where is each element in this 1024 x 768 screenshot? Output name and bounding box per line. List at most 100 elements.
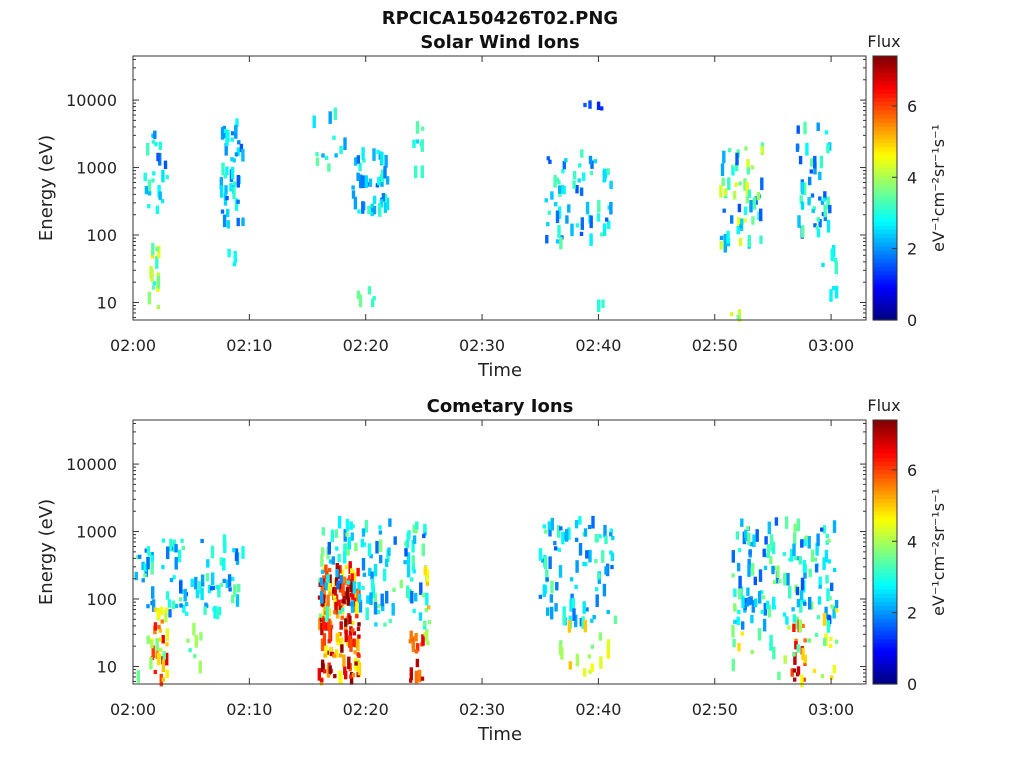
spectrogram-cell: [322, 633, 327, 646]
colorbar-swatch: [873, 432, 897, 438]
spectrogram-cell: [821, 212, 826, 217]
spectrogram-cell: [149, 656, 153, 670]
spectrogram-cells: [143, 100, 839, 322]
spectrogram-cell: [738, 575, 742, 589]
spectrogram-cell: [791, 607, 795, 612]
spectrogram-cell: [349, 602, 354, 607]
spectrogram-cell: [327, 567, 332, 573]
spectrogram-cell: [179, 580, 183, 594]
spectrogram-cell: [832, 664, 836, 674]
spectrogram-cell: [164, 609, 168, 623]
spectrogram-cell: [143, 563, 147, 572]
colorbar-swatch: [873, 80, 897, 86]
colorbar-swatch: [873, 469, 897, 475]
spectrogram-cell: [425, 592, 429, 606]
spectrogram-cell: [221, 162, 225, 176]
spectrogram-cell: [186, 638, 190, 643]
spectrogram-cell: [219, 582, 224, 588]
spectrogram-cell: [165, 607, 169, 612]
spectrogram-cell: [143, 172, 147, 182]
spectrogram-cell: [823, 204, 827, 218]
spectrogram-cell: [339, 580, 343, 590]
spectrogram-cell: [147, 179, 152, 193]
spectrogram-cell: [760, 146, 764, 155]
spectrogram-cell: [760, 177, 764, 191]
spectrogram-cell: [611, 536, 615, 541]
spectrogram-cell: [719, 235, 724, 240]
spectrogram-cell: [414, 649, 419, 654]
spectrogram-cell: [410, 590, 414, 604]
spectrogram-cell: [404, 548, 408, 557]
spectrogram-cell: [327, 541, 331, 555]
spectrogram-cell: [733, 191, 737, 200]
spectrogram-cell: [424, 607, 428, 612]
spectrogram-cell: [427, 620, 432, 625]
spectrogram-cell: [743, 601, 747, 610]
spectrogram-cell: [722, 150, 726, 164]
spectrogram-cell: [328, 665, 332, 674]
spectrogram-cell: [353, 157, 358, 166]
spectrogram-cell: [168, 609, 172, 618]
colorbar-swatch: [873, 216, 897, 222]
spectrogram-cell: [234, 198, 239, 211]
spectrogram-cell: [550, 191, 554, 200]
spectrogram-cell: [554, 546, 558, 551]
spectrogram-cell: [344, 670, 348, 680]
spectrogram-cell: [745, 182, 749, 195]
spectrogram-cell: [156, 276, 161, 289]
spectrogram-cell: [574, 537, 579, 542]
spectrogram-cell: [796, 666, 801, 675]
colorbar-swatch: [873, 278, 897, 284]
spectrogram-cell: [590, 663, 594, 672]
colorbar-swatch: [873, 552, 897, 557]
spectrogram-cell: [367, 286, 372, 295]
spectrogram-cell: [369, 592, 373, 605]
spectrogram-cell: [822, 557, 826, 570]
spectrogram-cell: [767, 521, 771, 535]
colorbar-label: eV⁻¹cm⁻²sr⁻¹s⁻¹: [929, 488, 948, 616]
spectrogram-cell: [830, 604, 834, 609]
spectrogram-cell: [382, 568, 387, 582]
spectrogram-cell: [146, 635, 150, 644]
spectrogram-cell: [350, 532, 354, 541]
spectrogram-cell: [180, 538, 184, 543]
spectrogram-cell: [333, 610, 337, 615]
spectrogram-cell: [833, 258, 838, 263]
spectrogram-cell: [169, 578, 174, 583]
spectrogram-cell: [578, 163, 582, 168]
colorbar-swatch: [873, 428, 897, 433]
spectrogram-cell: [751, 600, 755, 613]
y-tick-label: 10000: [66, 91, 117, 110]
spectrogram-cell: [577, 178, 581, 183]
colorbar-tick-label: 4: [907, 168, 917, 187]
spectrogram-cell: [179, 603, 183, 608]
spectrogram-cell: [816, 122, 820, 131]
spectrogram-cell: [146, 604, 150, 609]
spectrogram-cell: [812, 206, 816, 211]
spectrogram-cell: [147, 204, 151, 209]
x-tick-label: 02:40: [575, 336, 621, 355]
spectrogram-cell: [321, 153, 325, 158]
x-tick-label: 02:50: [692, 336, 738, 355]
spectrogram-cell: [339, 575, 343, 584]
spectrogram-cell: [555, 210, 560, 224]
colorbar-swatch: [873, 303, 897, 309]
y-tick-label: 10: [97, 293, 117, 312]
colorbar-swatch: [873, 519, 897, 524]
spectrogram-cell: [323, 602, 327, 612]
spectrogram-cell: [411, 540, 415, 553]
spectrogram-cell: [607, 220, 611, 229]
spectrogram-cell: [384, 558, 389, 568]
spectrogram-cell: [825, 575, 829, 584]
spectrogram-cell: [545, 569, 549, 583]
spectrogram-cell: [834, 639, 839, 644]
spectrogram-cell: [604, 566, 608, 575]
spectrogram-cell: [368, 178, 373, 187]
spectrogram-cell: [364, 520, 369, 533]
spectrogram-cell: [580, 149, 584, 158]
colorbar-swatch: [873, 580, 897, 586]
colorbar-swatch: [873, 486, 897, 491]
spectrogram-cell: [736, 616, 740, 625]
spectrogram-cell: [737, 203, 742, 213]
colorbar-swatch: [873, 634, 897, 640]
